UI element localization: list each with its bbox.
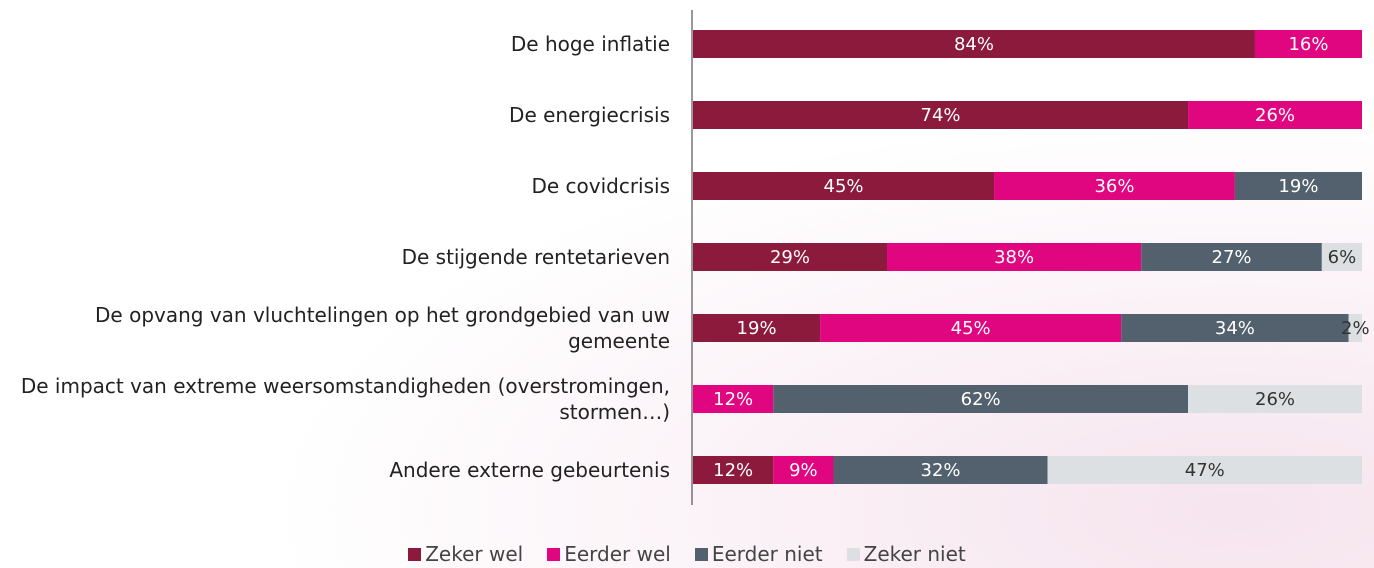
bar-segment [1234,172,1362,200]
category-label: Andere externe gebeurtenis [389,458,670,482]
data-label: 9% [789,460,818,481]
data-label: 16% [1288,34,1328,55]
data-label: 62% [961,389,1001,410]
category-label: De energiecrisis [509,103,670,127]
bar-segment [994,172,1235,200]
data-label: 26% [1255,389,1295,410]
bar-segment [1047,456,1362,484]
legend-item: Eerder niet [694,542,823,566]
legend-swatch [408,547,422,561]
legend-label: Zeker niet [863,542,966,566]
bar-segment [773,456,834,484]
bar-segment [887,243,1142,271]
data-label: 19% [1278,176,1318,197]
legend-label: Eerder niet [711,542,823,566]
data-label: 19% [737,318,777,339]
category-label: De stijgende rentetarieven [401,245,670,269]
data-label: 29% [770,247,810,268]
bar-segment [1141,243,1322,271]
data-label: 2% [1341,318,1370,339]
bar-segment [1188,101,1362,129]
legend-swatch [694,547,708,561]
legend-swatch [846,547,860,561]
data-label: 36% [1094,176,1134,197]
legend: Zeker wel Eerder wel Eerder niet Zeker niet [0,542,1374,566]
data-label: 12% [713,389,753,410]
legend-item: Eerder wel [547,542,671,566]
bar-segment [693,172,995,200]
data-label: 32% [921,460,961,481]
category-label: De covidcrisis [531,174,670,198]
data-label: 45% [824,176,864,197]
bar-segment [1348,314,1362,342]
legend-label: Eerder wel [564,542,671,566]
data-label: 6% [1328,247,1357,268]
data-label: 38% [994,247,1034,268]
data-label: 12% [713,460,753,481]
bar-segment [1321,243,1362,271]
data-label: 27% [1212,247,1252,268]
data-label: 45% [951,318,991,339]
category-label: De opvang van vluchtelingen op het grond… [95,303,670,353]
category-label: De hoge inflatie [510,32,670,56]
legend-swatch [547,547,561,561]
data-label: 74% [921,105,961,126]
bar-segment [693,101,1189,129]
data-label: 26% [1255,105,1295,126]
data-label: 47% [1185,460,1225,481]
data-label: 34% [1215,318,1255,339]
bar-segment [1121,314,1349,342]
bar-segment [693,243,888,271]
bar-segment [1254,30,1362,58]
bar-segment [693,30,1255,58]
bar-segment [693,385,774,413]
bar-segment [693,314,821,342]
legend-item: Zeker wel [408,542,523,566]
data-label: 84% [954,34,994,55]
bar-segment [833,456,1048,484]
bar-segment [820,314,1122,342]
bar-segment [693,456,774,484]
category-label: De impact van extreme weersomstandighede… [20,374,670,424]
bar-segment [1188,385,1362,413]
legend-item: Zeker niet [846,542,966,566]
bar-segment [773,385,1189,413]
legend-label: Zeker wel [425,542,524,566]
